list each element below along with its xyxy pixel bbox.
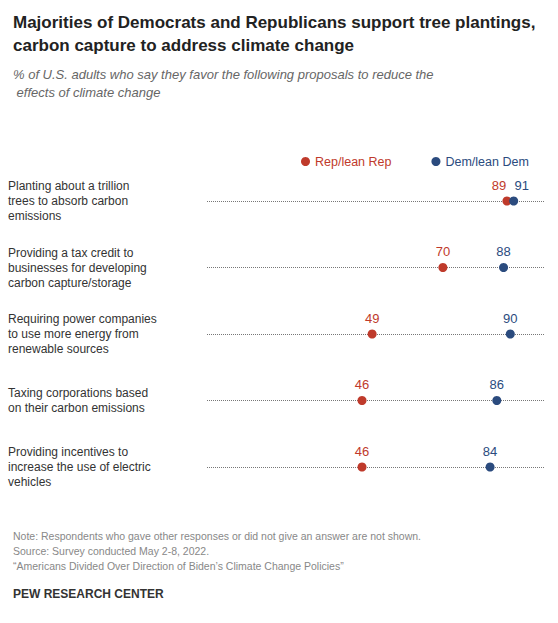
svg-text:PEW RESEARCH CENTER: PEW RESEARCH CENTER — [13, 587, 164, 601]
svg-text:% of U.S. adults who say they: % of U.S. adults who say they favor the … — [13, 67, 434, 82]
svg-text:on their carbon emissions: on their carbon emissions — [8, 401, 145, 415]
svg-text:Planting about a trillion: Planting about a trillion — [8, 179, 129, 193]
svg-text:increase the use of electric: increase the use of electric — [8, 460, 151, 474]
svg-text:vehicles: vehicles — [8, 475, 51, 489]
svg-text:84: 84 — [483, 444, 497, 459]
svg-text:to use more energy from: to use more energy from — [8, 327, 139, 341]
svg-text:Dem/lean Dem: Dem/lean Dem — [445, 155, 528, 169]
svg-text:Note: Respondents who gave oth: Note: Respondents who gave other respons… — [13, 530, 421, 542]
svg-text:90: 90 — [503, 311, 517, 326]
svg-text:46: 46 — [355, 444, 369, 459]
svg-text:carbon capture/storage: carbon capture/storage — [8, 276, 132, 290]
svg-text:Requiring power companies: Requiring power companies — [8, 312, 157, 326]
svg-text:renewable sources: renewable sources — [8, 342, 109, 356]
svg-text:Taxing corporations based: Taxing corporations based — [8, 386, 148, 400]
svg-text:49: 49 — [365, 311, 379, 326]
svg-text:86: 86 — [490, 377, 504, 392]
svg-text:trees to absorb carbon: trees to absorb carbon — [8, 194, 128, 208]
svg-text:70: 70 — [436, 244, 450, 259]
svg-text:89: 89 — [492, 178, 506, 193]
svg-text:Majorities of Democrats and Re: Majorities of Democrats and Republicans … — [13, 13, 540, 32]
svg-text:46: 46 — [355, 377, 369, 392]
svg-text:emissions: emissions — [8, 209, 61, 223]
svg-text:Source: Survey conducted May 2: Source: Survey conducted May 2-8, 2022. — [13, 545, 209, 557]
svg-text:88: 88 — [496, 244, 510, 259]
svg-text:Rep/lean Rep: Rep/lean Rep — [315, 155, 391, 169]
svg-text:businesses for developing: businesses for developing — [8, 261, 147, 275]
svg-text:Providing incentives to: Providing incentives to — [8, 445, 128, 459]
svg-text:effects of climate change: effects of climate change — [13, 85, 160, 100]
svg-text:“Americans Divided Over Direct: “Americans Divided Over Direction of Bid… — [13, 560, 344, 572]
svg-text:Providing a tax credit to: Providing a tax credit to — [8, 246, 134, 260]
svg-text:carbon capture to address clim: carbon capture to address climate change — [13, 36, 354, 55]
svg-text:91: 91 — [514, 178, 528, 193]
